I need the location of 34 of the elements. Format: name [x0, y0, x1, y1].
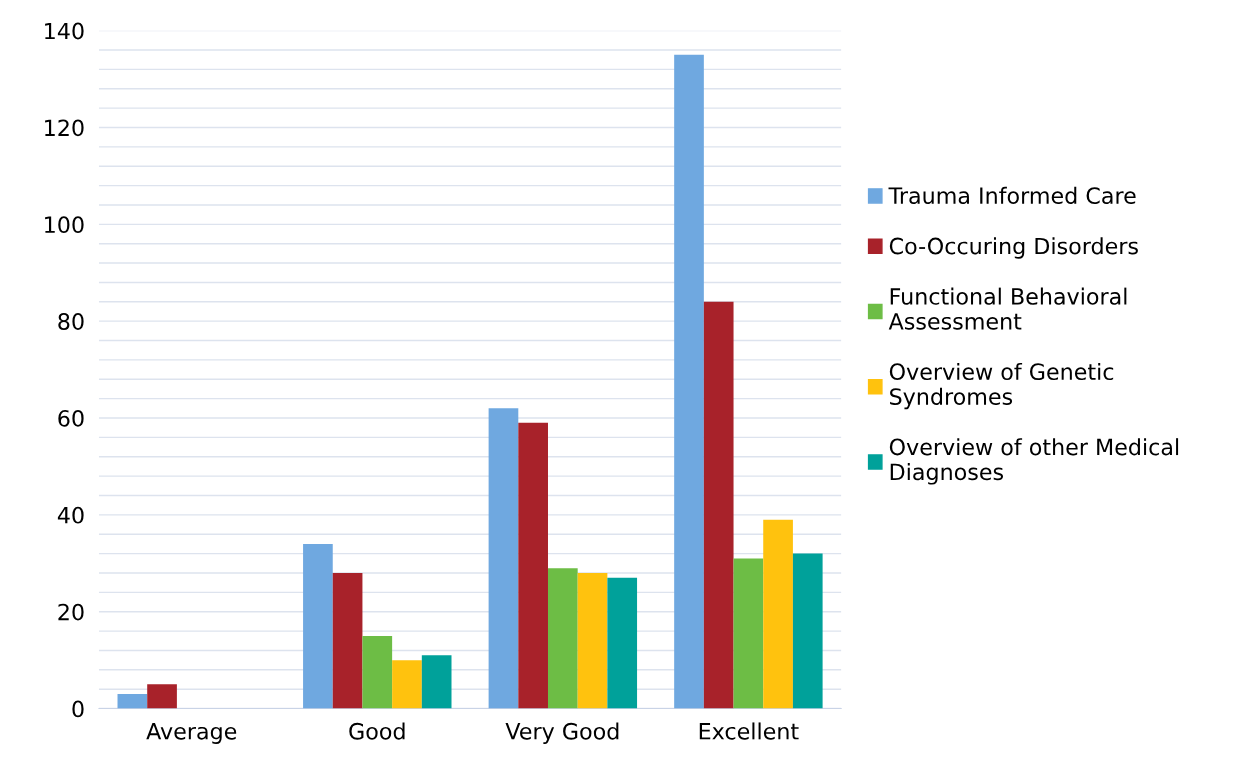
- bar: [577, 572, 608, 709]
- bar: [392, 660, 422, 709]
- bar: [332, 572, 363, 709]
- bar: [674, 54, 704, 709]
- y-tick-label: 0: [72, 700, 84, 718]
- legend-label: Co-Occuring Disorders: [889, 237, 1138, 259]
- y-tick-label: 140: [45, 22, 84, 40]
- bar: [733, 558, 764, 709]
- bar: [147, 684, 177, 709]
- x-tick-label: Very Good: [505, 722, 619, 744]
- bar: [518, 422, 548, 709]
- bar: [303, 543, 333, 709]
- legend-label: Overview of other Medical Diagnoses: [889, 438, 1179, 485]
- bar: [547, 568, 578, 709]
- bar: [117, 694, 148, 709]
- bar: [763, 519, 793, 709]
- legend-label: Trauma Informed Care: [888, 186, 1136, 205]
- y-tick-label: 20: [58, 603, 84, 621]
- y-tick-label: 60: [58, 409, 84, 427]
- bar: [421, 655, 452, 709]
- y-tick-label: 100: [45, 216, 84, 234]
- x-tick-label: Excellent: [699, 722, 799, 740]
- y-tick-label: 120: [45, 119, 84, 137]
- bar: [488, 408, 519, 709]
- bar: [362, 635, 393, 709]
- legend-label: Overview of Genetic Syndromes: [889, 362, 1114, 410]
- bar: [792, 553, 823, 709]
- y-tick-label: 40: [57, 506, 84, 524]
- x-tick-label: Average: [146, 723, 237, 744]
- bar: [703, 301, 734, 709]
- bar: [607, 577, 638, 709]
- y-tick-label: 80: [58, 313, 84, 330]
- legend-label: Functional Behavioral Assessment: [888, 287, 1127, 330]
- x-tick-label: Good: [349, 722, 405, 740]
